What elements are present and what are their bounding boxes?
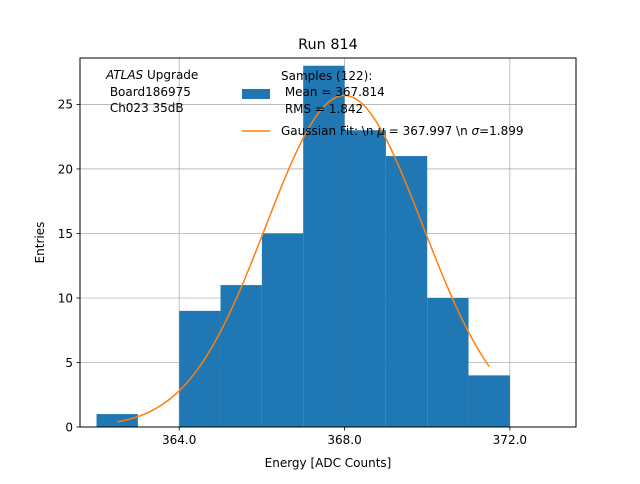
histogram-bar-9 — [468, 375, 510, 427]
y-axis-ticks: 0 5 10 15 20 25 — [58, 98, 80, 434]
histogram-bar-5 — [303, 65, 345, 427]
histogram-bar-0 — [96, 414, 138, 427]
y-tick-label-2: 10 — [58, 291, 73, 305]
legend-fit-label: Gaussian Fit: \n μ = 367.997 \n σ=1.899 — [281, 124, 524, 138]
x-axis-label: Energy [ADC Counts] — [265, 456, 392, 470]
gaussian-fit-curve — [117, 94, 490, 423]
y-tick-label-5: 25 — [58, 98, 73, 112]
y-tick-label-3: 15 — [58, 227, 73, 241]
y-tick-label-1: 5 — [65, 356, 73, 370]
x-tick-label-0: 364.0 — [162, 433, 196, 447]
chart-title: Run 814 — [298, 37, 358, 53]
legend-samples-line-2: Mean = 367.814 — [281, 85, 385, 99]
x-tick-label-2: 372.0 — [493, 433, 527, 447]
legend-fit-suffix: =1.899 — [479, 124, 523, 138]
channel-label: Ch023 35dB — [106, 101, 184, 115]
x-axis-ticks: 364.0 368.0 372.0 — [162, 427, 527, 447]
y-axis-label: Entries — [33, 222, 47, 264]
histogram-bar-6 — [344, 130, 386, 427]
experiment-label: ATLAS Upgrade — [105, 68, 198, 82]
legend-fit-mu: μ — [376, 124, 385, 138]
histogram-bar-2 — [179, 310, 221, 427]
legend: Samples (122): Mean = 367.814 RMS = 1.84… — [242, 69, 524, 138]
board-label: Board186975 — [106, 85, 191, 99]
histogram-bar-7 — [385, 156, 428, 427]
plot-frame — [79, 57, 577, 428]
histogram-bar-8 — [427, 297, 469, 427]
histogram-bar-4 — [261, 233, 304, 427]
legend-fit-sigma: σ — [472, 124, 480, 138]
legend-samples-line-3: RMS = 1.842 — [281, 102, 363, 116]
experiment-suffix: Upgrade — [143, 68, 198, 82]
legend-fit-mid: = 367.997 \n — [385, 124, 472, 138]
legend-samples-line-1: Samples (122): — [281, 69, 372, 83]
legend-samples-swatch — [242, 89, 270, 99]
x-tick-label-1: 368.0 — [327, 433, 361, 447]
y-tick-label-0: 0 — [65, 420, 73, 434]
legend-fit-prefix: Gaussian Fit: \n — [281, 124, 377, 138]
histogram-bar-3 — [220, 285, 262, 427]
y-tick-label-4: 20 — [58, 162, 73, 176]
experiment-name: ATLAS — [105, 68, 144, 82]
gaussian-fit-line — [117, 94, 490, 423]
histogram-bars — [96, 65, 510, 427]
